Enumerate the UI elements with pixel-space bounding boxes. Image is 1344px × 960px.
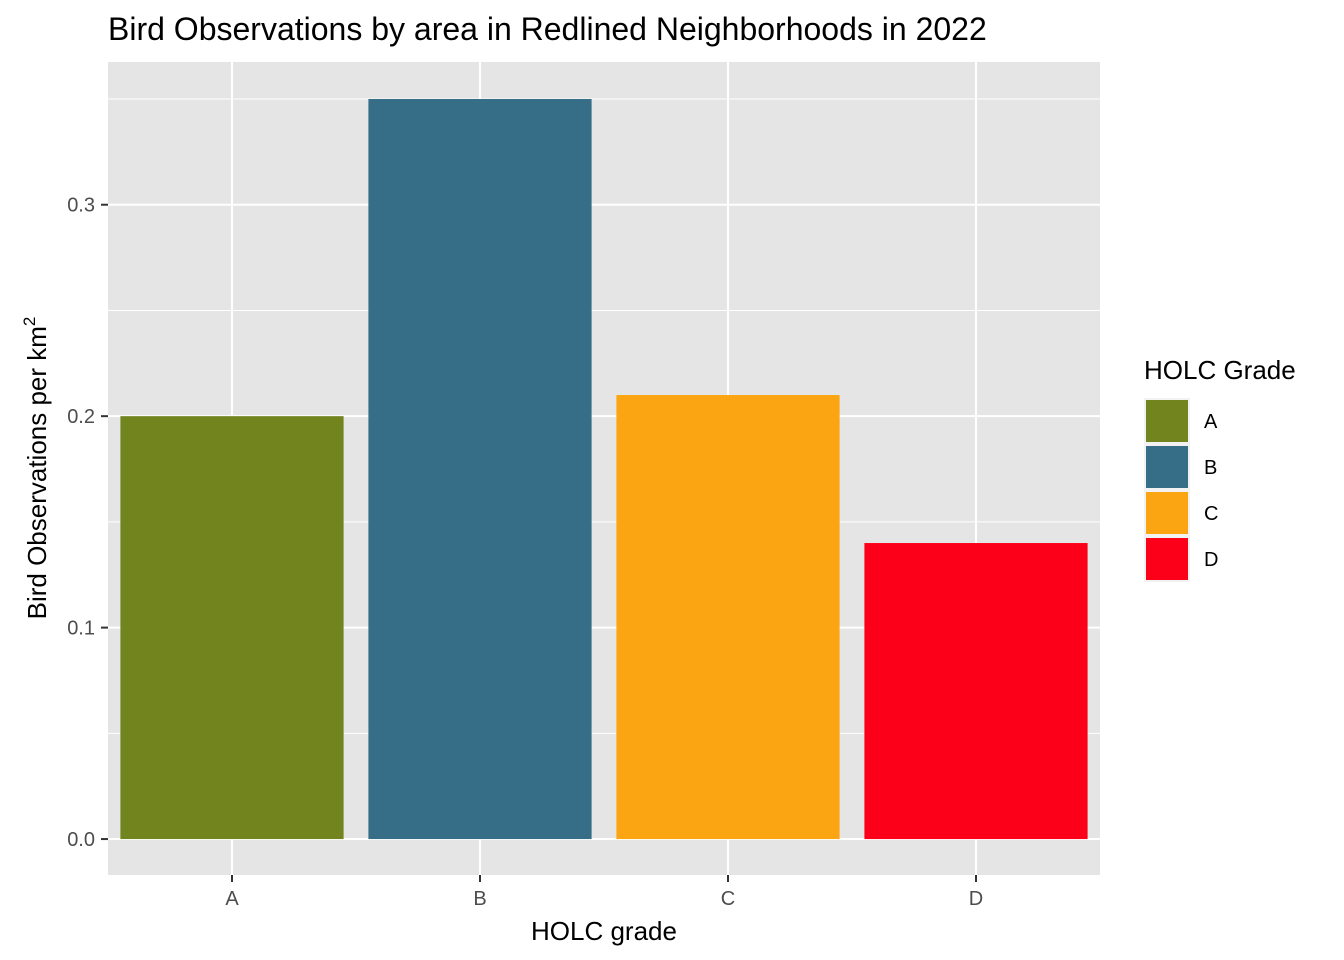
- legend-keys: A B C D: [1144, 398, 1218, 582]
- bar-b: [368, 99, 592, 840]
- legend-swatch-b: [1146, 446, 1188, 488]
- y-tick-label: 0.0: [67, 829, 95, 851]
- legend-swatch-d: [1146, 538, 1188, 580]
- x-axis-title: HOLC grade: [531, 916, 677, 946]
- legend-title: HOLC Grade: [1144, 355, 1296, 385]
- legend-label: D: [1204, 549, 1218, 571]
- legend-label: B: [1204, 457, 1217, 479]
- y-axis-ticks: 0.0 0.1 0.2 0.3: [67, 195, 108, 851]
- bar-c: [616, 395, 840, 840]
- bars: [120, 99, 1088, 840]
- legend-label: A: [1204, 411, 1218, 433]
- legend-label: C: [1204, 503, 1218, 525]
- x-axis-ticks: A B C D: [225, 875, 983, 910]
- x-tick-label: A: [225, 888, 239, 910]
- y-axis-title: Bird Observations per km2: [20, 317, 52, 620]
- x-tick-label: C: [721, 888, 735, 910]
- x-tick-label: B: [473, 888, 486, 910]
- y-tick-label: 0.2: [67, 406, 95, 428]
- chart-title: Bird Observations by area in Redlined Ne…: [108, 11, 987, 47]
- x-tick-label: D: [969, 888, 983, 910]
- y-axis-title-superscript: 2: [20, 317, 39, 326]
- bar-a: [120, 416, 344, 840]
- legend: HOLC Grade A B C D: [1144, 355, 1296, 582]
- legend-swatch-c: [1146, 492, 1188, 534]
- legend-swatch-a: [1146, 400, 1188, 442]
- y-axis-title-main: Bird Observations per km: [22, 326, 52, 619]
- y-tick-label: 0.1: [67, 618, 95, 640]
- y-tick-label: 0.3: [67, 195, 95, 217]
- bar-d: [864, 543, 1088, 840]
